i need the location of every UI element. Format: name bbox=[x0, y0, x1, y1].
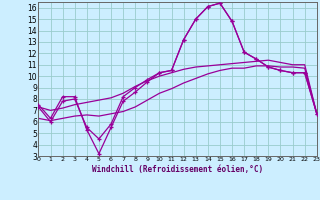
X-axis label: Windchill (Refroidissement éolien,°C): Windchill (Refroidissement éolien,°C) bbox=[92, 165, 263, 174]
